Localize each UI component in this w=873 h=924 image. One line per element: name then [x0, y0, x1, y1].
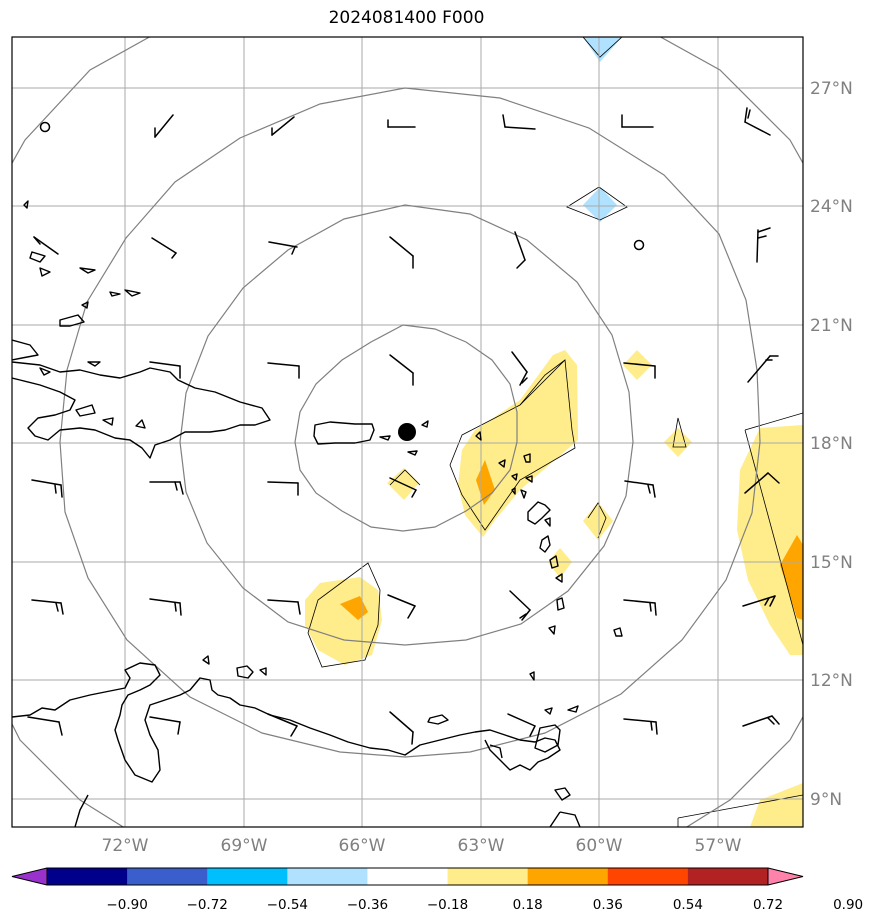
wind-barb — [742, 715, 780, 727]
wind-barb — [744, 107, 771, 136]
wind-barb — [154, 114, 174, 138]
colorbar-swatch — [287, 868, 368, 885]
colorbar-tick-label: −0.54 — [267, 897, 308, 913]
colorbar-swatch — [607, 868, 689, 885]
colorbar-swatch — [527, 868, 609, 885]
wind-barb — [149, 481, 184, 495]
wind-barb — [509, 590, 531, 621]
lon-tick-label: 69°W — [221, 836, 268, 856]
colorbar-tick-label: 0.90 — [833, 897, 863, 913]
wind-barb — [271, 116, 295, 136]
lat-tick-label: 21°N — [810, 316, 853, 336]
colorbar-tick-labels: −0.90 −0.72 −0.54 −0.36 −0.18 0.18 0.36 0.54 0.7… — [106, 897, 863, 913]
wind-barb — [33, 236, 59, 255]
wind-barb — [151, 237, 177, 259]
wind-barb — [149, 598, 182, 616]
lon-tick-label: 57°W — [695, 836, 742, 856]
lat-tick-label: 18°N — [810, 434, 853, 454]
colorbar-extend-arrows — [11, 867, 804, 886]
lat-tick-label: 24°N — [810, 197, 853, 217]
colorbar-tick-label: 0.72 — [753, 897, 783, 913]
lat-tick-label: 9°N — [810, 790, 842, 810]
wind-barb — [502, 114, 536, 130]
wind-barb — [389, 354, 414, 386]
lat-tick-label: 12°N — [810, 671, 853, 691]
coastlines — [12, 200, 623, 827]
colorbar-swatch — [47, 868, 128, 885]
colorbar-swatch — [207, 868, 288, 885]
wind-barb — [389, 477, 417, 498]
lon-tick-label: 66°W — [339, 836, 386, 856]
storm-center-marker — [398, 423, 416, 441]
map-title: 2024081400 F000 — [328, 8, 485, 28]
wind-barb — [389, 236, 414, 269]
wind-barb — [31, 479, 63, 498]
anomaly-contours — [307, 37, 803, 827]
colorbar-tick-label: −0.36 — [347, 897, 388, 913]
colorbar-tick-label: −0.18 — [427, 897, 468, 913]
map-frame — [11, 36, 804, 828]
colorbar-tick-label: −0.90 — [106, 897, 147, 913]
colorbar-swatch — [447, 868, 529, 885]
lat-tick-label: 27°N — [810, 79, 853, 99]
lon-tick-labels: 72°W 69°W 66°W 63°W 60°W 57°W — [102, 836, 742, 856]
wind-barb — [267, 481, 299, 496]
gridlines — [12, 37, 803, 827]
calm-wind-circle — [633, 239, 645, 251]
lon-tick-label: 72°W — [102, 836, 149, 856]
lat-tick-labels: 27°N 24°N 21°N 18°N 15°N 12°N 9°N — [810, 79, 853, 810]
wind-barb — [27, 716, 63, 736]
wind-barb — [514, 231, 526, 269]
wind-barb — [511, 351, 528, 386]
colorbar-tick-label: −0.72 — [187, 897, 228, 913]
wind-barbs — [27, 107, 780, 745]
colorbar-swatches — [12, 868, 803, 885]
wind-barb — [623, 599, 657, 616]
wind-barb — [623, 362, 656, 379]
colorbar-tick-label: 0.54 — [673, 897, 703, 913]
wind-barb — [267, 362, 300, 379]
wind-barb — [268, 241, 298, 255]
colorbar-swatch — [127, 868, 208, 885]
wind-barb — [742, 595, 776, 607]
wind-barb — [621, 114, 654, 128]
colorbar-tick-label: 0.18 — [513, 897, 543, 913]
wind-barb — [267, 599, 301, 615]
wind-barb — [744, 472, 780, 494]
colorbar-tick-label: 0.36 — [593, 897, 623, 913]
lat-tick-label: 15°N — [810, 553, 853, 573]
wind-barb — [747, 355, 779, 383]
range-rings — [12, 37, 803, 827]
wind-barb — [624, 480, 656, 498]
lon-tick-label: 63°W — [458, 836, 505, 856]
wind-barb — [387, 119, 416, 128]
calm-wind-circle — [39, 121, 51, 133]
wind-barb — [507, 713, 536, 737]
wind-barb — [756, 227, 771, 263]
colorbar-swatch — [768, 868, 803, 885]
wind-barb — [387, 594, 416, 619]
colorbar-swatch — [12, 868, 47, 885]
colorbar-swatch — [367, 868, 449, 885]
wind-barb — [623, 718, 658, 735]
colorbar-swatch — [687, 868, 769, 885]
wind-barb — [267, 713, 298, 737]
wind-barb — [31, 599, 64, 615]
colorbar: −0.90 −0.72 −0.54 −0.36 −0.18 0.18 0.36 0.54 0.7… — [11, 867, 863, 913]
wind-barb — [149, 361, 181, 379]
wind-barb — [389, 711, 414, 745]
wind-barb — [149, 716, 181, 735]
colorbar-frame — [46, 867, 769, 886]
lon-tick-label: 60°W — [576, 836, 623, 856]
